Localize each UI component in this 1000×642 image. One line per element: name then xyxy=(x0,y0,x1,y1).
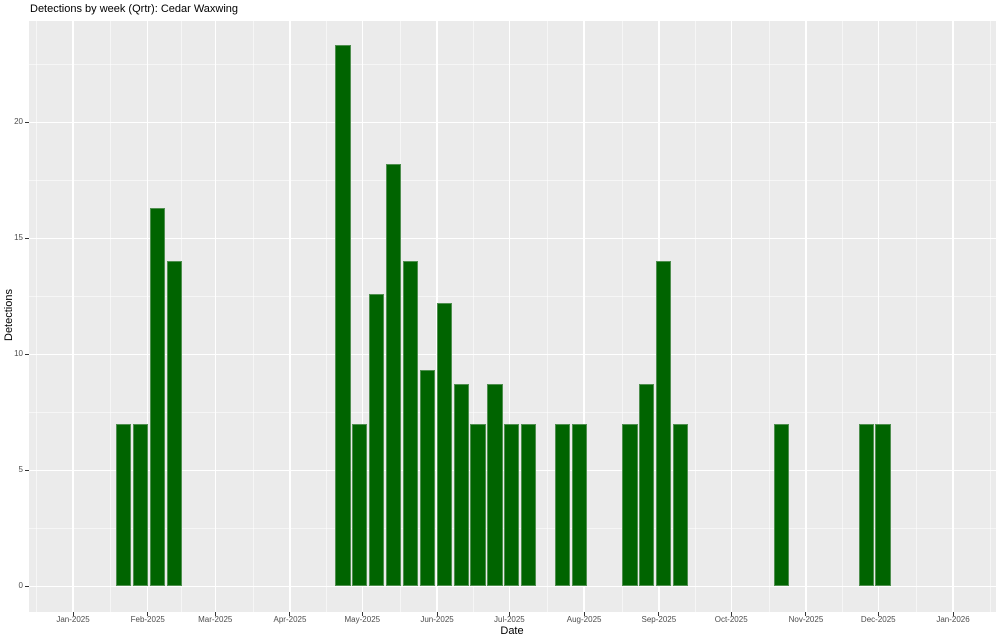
bar xyxy=(116,423,132,586)
x-gridline-minor xyxy=(768,21,770,612)
x-tick-mark xyxy=(147,612,149,616)
bar xyxy=(132,423,149,586)
bar xyxy=(149,207,165,586)
x-gridline-minor xyxy=(473,21,475,612)
y-tick-label: 15 xyxy=(14,233,23,242)
bar xyxy=(774,423,790,586)
bar xyxy=(166,261,182,586)
bar xyxy=(622,423,638,586)
bar xyxy=(419,370,435,586)
x-gridline-major xyxy=(214,21,216,612)
x-gridline-major xyxy=(289,21,291,612)
x-tick-mark xyxy=(877,612,879,616)
x-tick-label: Apr-2025 xyxy=(273,615,307,624)
bar xyxy=(453,384,469,586)
x-gridline-minor xyxy=(326,21,328,612)
x-tick-label: May-2025 xyxy=(344,615,381,624)
x-tick-label: Jul-2025 xyxy=(494,615,525,624)
x-tick-mark xyxy=(952,612,954,616)
bar xyxy=(386,163,402,586)
bar xyxy=(672,423,689,586)
bar xyxy=(487,384,503,586)
x-tick-label: Aug-2025 xyxy=(566,615,602,624)
x-tick-mark xyxy=(361,612,363,616)
x-gridline-minor xyxy=(35,21,37,612)
x-tick-label: Jan-2026 xyxy=(936,615,970,624)
y-gridline-minor xyxy=(29,412,996,413)
x-tick-mark xyxy=(730,612,732,616)
bar xyxy=(656,261,672,586)
y-tick-label: 10 xyxy=(14,349,23,358)
y-gridline-major xyxy=(29,354,996,356)
bar xyxy=(875,423,891,586)
y-tick-mark xyxy=(25,237,29,239)
x-tick-mark xyxy=(436,612,438,616)
y-axis-title: Detections xyxy=(3,289,15,341)
x-gridline-minor xyxy=(842,21,844,612)
x-tick-label: Jan-2025 xyxy=(56,615,90,624)
x-tick-mark xyxy=(805,612,807,616)
bar xyxy=(521,423,537,586)
x-gridline-minor xyxy=(695,21,697,612)
y-tick-label: 0 xyxy=(18,581,23,590)
y-gridline-major xyxy=(29,586,996,588)
x-gridline-major xyxy=(952,21,954,612)
x-gridline-major xyxy=(730,21,732,612)
bar xyxy=(571,423,587,586)
plot-panel xyxy=(29,21,996,612)
bar xyxy=(554,423,571,586)
x-tick-label: Nov-2025 xyxy=(788,615,824,624)
x-gridline-minor xyxy=(110,21,112,612)
y-gridline-major xyxy=(29,238,996,240)
bar xyxy=(470,423,486,586)
y-tick-label: 5 xyxy=(18,465,23,474)
bar xyxy=(369,293,385,586)
y-gridline-minor xyxy=(29,296,996,297)
x-gridline-minor xyxy=(546,21,548,612)
x-gridline-major xyxy=(508,21,511,612)
bar xyxy=(436,302,452,586)
bar xyxy=(639,384,655,586)
x-tick-mark xyxy=(658,612,660,616)
x-gridline-minor xyxy=(990,21,992,612)
x-gridline-major xyxy=(877,21,879,612)
x-gridline-major xyxy=(583,21,585,612)
bar xyxy=(335,45,351,586)
x-tick-label: Feb-2025 xyxy=(130,615,165,624)
x-gridline-minor xyxy=(181,21,183,612)
x-tick-mark xyxy=(508,612,510,616)
x-gridline-minor xyxy=(621,21,623,612)
y-tick-label: 20 xyxy=(14,117,23,126)
x-gridline-minor xyxy=(252,21,254,612)
y-gridline-minor xyxy=(29,64,996,65)
x-tick-mark xyxy=(583,612,585,616)
x-gridline-major xyxy=(805,21,807,612)
x-tick-label: Jun-2025 xyxy=(420,615,454,624)
y-gridline-major xyxy=(29,122,996,124)
x-axis-title: Date xyxy=(500,625,524,637)
y-tick-mark xyxy=(25,469,29,471)
x-gridline-major xyxy=(361,21,363,612)
x-tick-mark xyxy=(214,612,216,616)
x-tick-label: Oct-2025 xyxy=(714,615,748,624)
bar xyxy=(504,423,520,586)
x-tick-label: Mar-2025 xyxy=(198,615,233,624)
y-tick-mark xyxy=(25,353,29,355)
x-tick-label: Sep-2025 xyxy=(641,615,677,624)
x-gridline-minor xyxy=(915,21,917,612)
y-gridline-minor xyxy=(29,180,996,181)
x-tick-mark xyxy=(289,612,291,616)
bar xyxy=(352,423,368,586)
y-tick-mark xyxy=(25,585,29,587)
chart-title: Detections by week (Qrtr): Cedar Waxwing xyxy=(30,3,239,15)
x-tick-mark xyxy=(72,612,74,616)
x-gridline-major xyxy=(147,21,149,612)
bar xyxy=(402,261,419,586)
x-tick-label: Dec-2025 xyxy=(860,615,896,624)
bar xyxy=(858,423,874,586)
x-gridline-major xyxy=(72,21,74,612)
y-tick-mark xyxy=(25,121,29,123)
